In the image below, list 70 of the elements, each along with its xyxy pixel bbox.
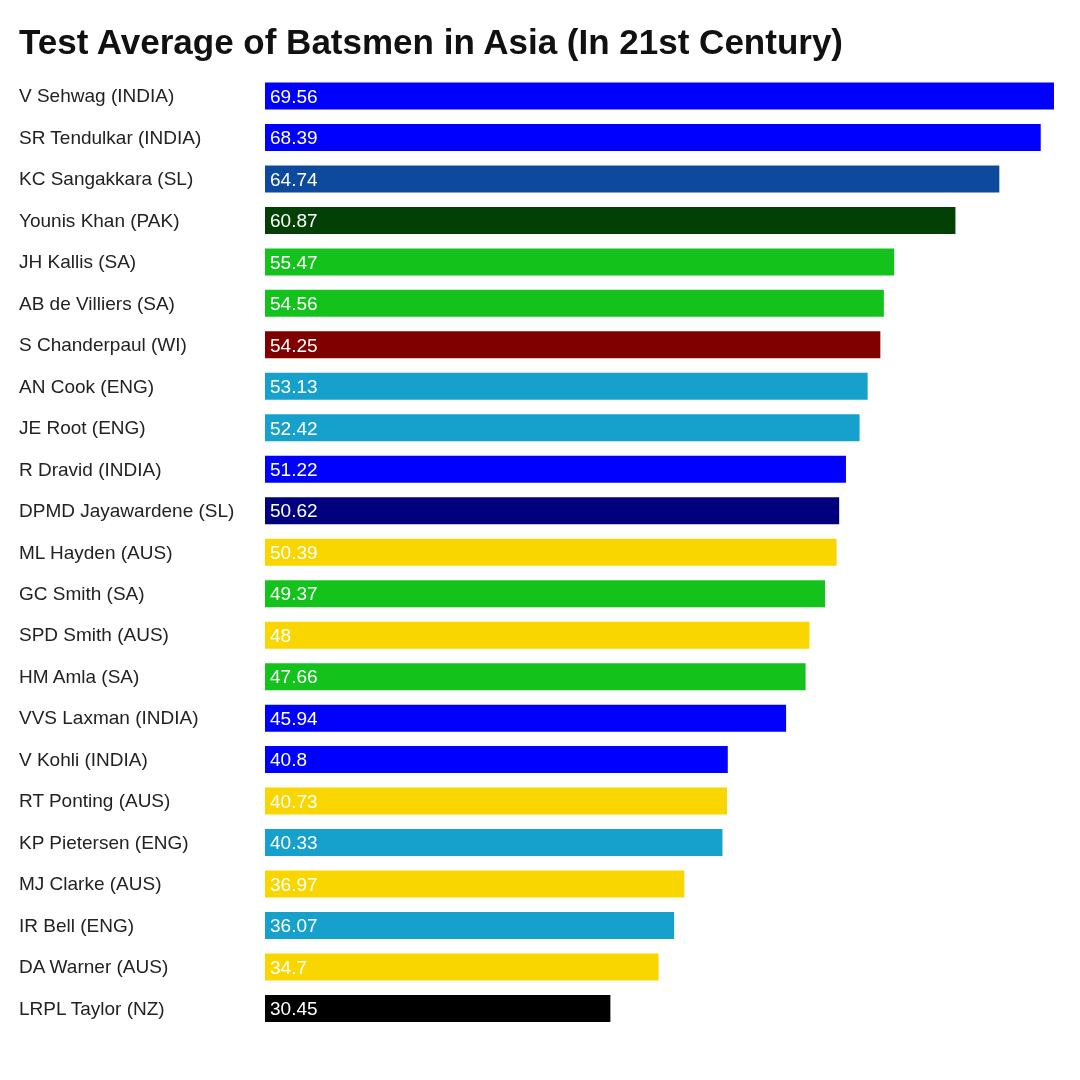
- data-label: 40.73: [270, 790, 318, 812]
- bar: [265, 165, 1000, 193]
- y-tick-label: KC Sangakkara (SL): [19, 168, 194, 190]
- y-tick-label: RT Ponting (AUS): [19, 790, 171, 812]
- data-label: 48: [270, 624, 292, 646]
- bar: [265, 704, 787, 732]
- data-label: 45.94: [270, 707, 318, 729]
- bar: [265, 289, 884, 317]
- y-tick-label: S Chanderpaul (WI): [19, 334, 187, 356]
- y-tick-label: GC Smith (SA): [19, 582, 145, 604]
- data-label: 68.39: [270, 127, 318, 149]
- y-tick-label: KP Pietersen (ENG): [19, 831, 189, 853]
- y-tick-label: ML Hayden (AUS): [19, 541, 173, 563]
- data-label: 51.22: [270, 459, 318, 481]
- y-tick-label: SR Tendulkar (INDIA): [19, 126, 202, 148]
- bar: [265, 372, 868, 400]
- y-tick-label: R Dravid (INDIA): [19, 458, 162, 480]
- bar: [265, 787, 727, 815]
- bar: [265, 455, 846, 483]
- bar: [265, 331, 881, 359]
- y-tick-label: V Kohli (INDIA): [19, 748, 148, 770]
- bar: [265, 497, 840, 525]
- y-tick-label: SPD Smith (AUS): [19, 624, 169, 646]
- bar: [265, 123, 1041, 151]
- data-label: 50.39: [270, 541, 318, 563]
- data-label: 40.8: [270, 749, 307, 771]
- bar: [265, 912, 675, 940]
- bar: [265, 994, 611, 1022]
- data-label: 36.07: [270, 915, 318, 937]
- data-label: 53.13: [270, 376, 318, 398]
- data-label: 50.62: [270, 500, 318, 522]
- bar: [265, 248, 895, 276]
- y-tick-label: DPMD Jayawardene (SL): [19, 500, 235, 522]
- data-label: 36.97: [270, 873, 318, 895]
- y-tick-label: HM Amla (SA): [19, 665, 140, 687]
- data-label: 54.56: [270, 293, 318, 315]
- y-tick-label: AN Cook (ENG): [19, 375, 155, 397]
- bar: [265, 621, 810, 649]
- y-tick-label: JH Kallis (SA): [19, 251, 137, 273]
- bar: [265, 746, 728, 774]
- y-tick-label: Younis Khan (PAK): [19, 209, 180, 231]
- data-label: 69.56: [270, 85, 318, 107]
- bar: [265, 953, 659, 981]
- bar: [265, 82, 1054, 110]
- y-tick-label: JE Root (ENG): [19, 417, 146, 439]
- data-label: 30.45: [270, 998, 318, 1020]
- data-label: 54.25: [270, 334, 318, 356]
- bar: [265, 580, 825, 608]
- data-label: 47.66: [270, 666, 318, 688]
- y-tick-label: VVS Laxman (INDIA): [19, 707, 199, 729]
- y-tick-label: MJ Clarke (AUS): [19, 873, 162, 895]
- chart-title: Test Average of Batsmen in Asia (In 21st Century): [19, 21, 844, 62]
- y-tick-label: LRPL Taylor (NZ): [19, 997, 165, 1019]
- y-tick-label: IR Bell (ENG): [19, 914, 135, 936]
- bar: [265, 870, 685, 898]
- data-label: 49.37: [270, 583, 318, 605]
- y-tick-label: DA Warner (AUS): [19, 956, 169, 978]
- bar: [265, 538, 837, 566]
- data-label: 40.33: [270, 832, 318, 854]
- data-label: 52.42: [270, 417, 318, 439]
- bar: [265, 414, 860, 442]
- y-tick-label: AB de Villiers (SA): [19, 292, 175, 314]
- y-tick-label: V Sehwag (INDIA): [19, 85, 175, 107]
- bar: [265, 829, 723, 857]
- data-label: 60.87: [270, 210, 318, 232]
- bar: [265, 663, 806, 691]
- data-label: 64.74: [270, 168, 318, 190]
- bar: [265, 206, 956, 234]
- data-label: 34.7: [270, 956, 307, 978]
- data-label: 55.47: [270, 251, 318, 273]
